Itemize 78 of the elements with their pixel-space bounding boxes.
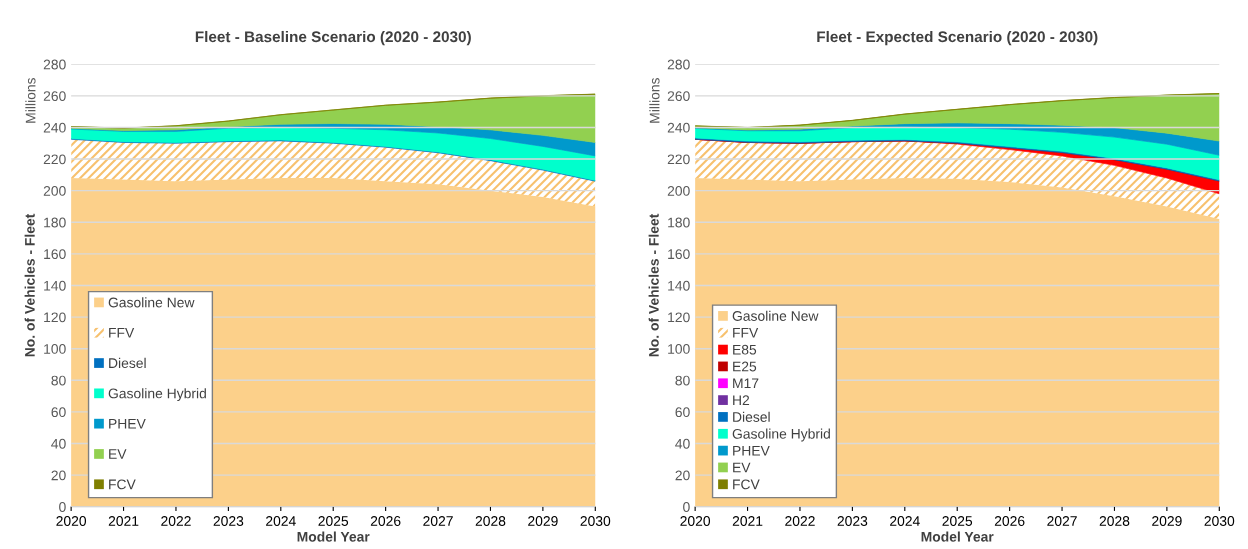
- y-tick-label: 200: [43, 185, 66, 196]
- y-tick-label: 240: [43, 122, 66, 133]
- y-tick-label: 100: [668, 344, 690, 354]
- y-axis-title: No. of Vehicles - Fleet: [24, 213, 35, 357]
- legend-label: FCV: [733, 479, 760, 490]
- x-tick-label: 2021: [732, 516, 763, 526]
- legend-label: PHEV: [109, 418, 146, 429]
- chart-title: Fleet - Baseline Scenario (2020 - 2030): [195, 30, 471, 46]
- legend-label: H2: [733, 395, 750, 405]
- y-tick-label: 0: [59, 502, 66, 512]
- y-tick-label: 0: [683, 502, 690, 512]
- y-tick-label: 80: [51, 375, 66, 386]
- y-tick-label: 60: [675, 407, 690, 418]
- x-tick-label: 2023: [837, 516, 868, 526]
- legend-label: EV: [109, 449, 127, 459]
- x-tick-label: 2026: [370, 516, 401, 526]
- x-tick-label: 2023: [213, 516, 244, 526]
- x-tick-label: 2027: [423, 516, 453, 526]
- x-tick-label: 2027: [1047, 516, 1077, 526]
- y-tick-label: 20: [51, 470, 66, 481]
- y-tick-label: 180: [668, 217, 690, 228]
- x-tick-label: 2028: [1099, 516, 1130, 526]
- legend-label: E25: [733, 361, 757, 372]
- x-tick-label: 2020: [56, 516, 87, 526]
- legend-label: Gasoline Hybrid: [732, 428, 830, 442]
- y-tick-label: 260: [667, 91, 690, 102]
- legend-label: M17: [733, 378, 759, 389]
- y-tick-label: 260: [43, 91, 66, 102]
- y-tick-label: 120: [668, 312, 690, 323]
- text: Millions: [25, 78, 36, 123]
- legend-label: FFV: [733, 328, 759, 338]
- y-tick-label: 220: [667, 154, 690, 165]
- x-tick-label: 2021: [108, 516, 139, 526]
- x-tick-label: 2029: [528, 516, 558, 526]
- text: Millions: [649, 78, 660, 123]
- x-tick-label: 2025: [942, 516, 973, 526]
- x-tick-label: 2029: [1152, 516, 1182, 526]
- x-axis-title: Model Year: [921, 531, 994, 542]
- y-tick-label: 80: [675, 375, 690, 386]
- legend-label: PHEV: [733, 445, 770, 456]
- y-tick-label: 140: [44, 280, 66, 291]
- x-tick-label: 2022: [161, 516, 191, 526]
- legend-label: EV: [733, 462, 751, 473]
- chart-title: Fleet - Expected Scenario (2020 - 2030): [817, 30, 1098, 46]
- y-tick-label: 60: [51, 407, 66, 418]
- y-tick-label: 240: [667, 122, 690, 133]
- legend-label: Diesel: [733, 411, 770, 422]
- x-axis-title: Model Year: [297, 531, 370, 542]
- x-tick-label: 2022: [785, 516, 815, 526]
- legend-label: E85: [733, 344, 757, 355]
- x-tick-label: 2024: [266, 516, 296, 526]
- x-tick-label: 2024: [890, 516, 920, 526]
- y-tick-label: 120: [44, 312, 66, 323]
- y-tick-label: 180: [44, 217, 66, 228]
- x-tick-label: 2030: [1204, 516, 1235, 526]
- legend-label: FFV: [109, 328, 135, 338]
- x-tick-label: 2030: [580, 516, 611, 526]
- y-tick-label: 20: [675, 470, 690, 481]
- x-tick-label: 2025: [318, 516, 349, 526]
- legend-label: FCV: [109, 479, 136, 490]
- x-tick-label: 2026: [994, 516, 1025, 526]
- y-tick-label: 160: [44, 249, 66, 260]
- y-tick-label: 160: [668, 249, 690, 260]
- y-tick-label: 40: [675, 438, 690, 449]
- y-tick-label: 40: [51, 438, 66, 449]
- y-tick-label: 140: [668, 280, 690, 291]
- y-tick-label: 280: [43, 59, 66, 70]
- y-tick-label: 280: [667, 59, 690, 70]
- y-tick-label: 200: [667, 185, 690, 196]
- legend-label: Gasoline New: [108, 297, 195, 308]
- legend-label: Gasoline New: [732, 310, 819, 321]
- x-tick-label: 2028: [475, 516, 506, 526]
- y-tick-label: 220: [43, 154, 66, 165]
- y-axis-title: No. of Vehicles - Fleet: [648, 213, 659, 357]
- legend-label: Gasoline Hybrid: [108, 388, 206, 402]
- x-tick-label: 2020: [680, 516, 711, 526]
- legend-label: Diesel: [109, 357, 146, 369]
- y-tick-label: 100: [44, 344, 66, 354]
